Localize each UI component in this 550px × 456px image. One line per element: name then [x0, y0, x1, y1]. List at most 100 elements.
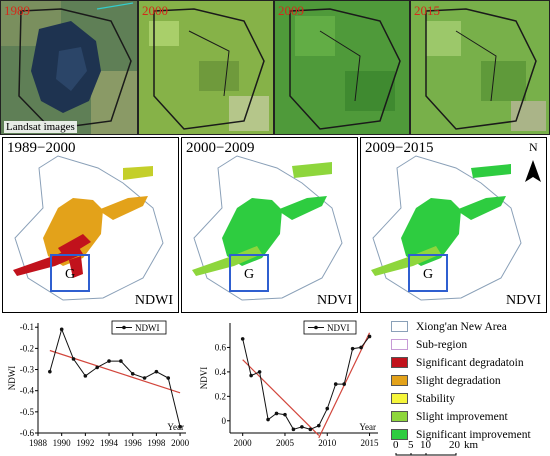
data-point [71, 357, 76, 361]
map-index-label: NDVI [506, 293, 541, 308]
x-tick-label: 2010 [318, 438, 337, 448]
legend-item-stability: Stability [391, 391, 455, 406]
scale-label: 5 [408, 439, 414, 451]
landsat-1989-panel: 1989 Landsat images [0, 0, 138, 135]
data-point [154, 369, 159, 374]
focus-box-label: G [65, 267, 75, 282]
legend-swatch [391, 375, 408, 386]
x-tick-label: 1988 [29, 438, 48, 448]
legend-label: Significant degradatoin [416, 356, 524, 369]
y-tick-label: -0.4 [20, 386, 35, 396]
legend-item-significant-degradation: Significant degradatoin [391, 355, 524, 370]
x-tick-label: 1998 [147, 438, 166, 448]
landsat-2000-image [139, 1, 273, 134]
legend-label: Sub-region [416, 338, 468, 351]
focus-box [408, 254, 448, 292]
legend-label: Xiong'an New Area [416, 320, 507, 333]
y-tick-label: 0.2 [215, 391, 226, 401]
series-line [49, 327, 181, 427]
data-point [249, 373, 253, 378]
data-point [266, 417, 270, 422]
legend-label: Slight degradation [416, 374, 501, 387]
scale-label: 10 [420, 439, 431, 451]
scale-bar: 0 5 10 20 km [392, 439, 550, 456]
map-index-label: NDVI [317, 293, 352, 308]
data-point [48, 369, 52, 374]
landsat-2009-image [275, 1, 409, 134]
y-tick-label: -0.3 [20, 365, 35, 375]
x-tick-label: 1994 [100, 438, 119, 448]
legend-swatch [391, 339, 408, 350]
data-point [308, 427, 313, 432]
map-1989-2000: G 1989−2000 NDWI [2, 137, 179, 313]
data-point [359, 345, 363, 350]
ndvi-chart: 0.6 0.4 0.2 0 2000 2005 2010 2015 NDVI Year NDVI [196, 315, 382, 456]
x-tick-label: 2000 [171, 438, 190, 448]
legend-label: Stability [416, 392, 455, 405]
north-label: N [529, 140, 538, 154]
chart-legend-label: NDWI [135, 323, 160, 333]
landsat-2009-panel: 2009 [274, 0, 410, 135]
data-point [178, 424, 182, 429]
ndvi-chart-svg: 0.6 0.4 0.2 0 2000 2005 2010 2015 NDVI Year NDVI [199, 320, 380, 448]
chart-legend-label: NDVI [327, 323, 350, 333]
x-tick-label: 1990 [53, 438, 72, 448]
legend-swatch [391, 321, 408, 332]
x-axis-label: Year [167, 422, 184, 432]
data-point [300, 425, 304, 429]
data-point [291, 427, 296, 432]
data-point [274, 411, 279, 416]
x-tick-label: 2000 [234, 438, 253, 448]
focus-box-label: G [423, 267, 433, 282]
map-2000-2009: G 2000−2009 NDVI [181, 137, 358, 313]
landsat-caption: Landsat images [4, 121, 77, 133]
change-map-ndwi: G [13, 155, 164, 301]
landsat-year-label: 2000 [142, 3, 168, 18]
data-point [367, 334, 372, 339]
map-period-label: 1989−2000 [7, 140, 76, 156]
data-point [283, 412, 287, 417]
y-tick-label: -0.2 [20, 343, 34, 353]
x-axis-label: Year [359, 422, 376, 432]
data-point [130, 371, 135, 376]
data-point [59, 327, 64, 332]
landsat-2015-image [411, 1, 549, 134]
landsat-2015-panel: 2015 [410, 0, 550, 135]
legend-swatch [391, 411, 408, 422]
y-tick-label: 0.4 [215, 367, 227, 377]
change-map-ndvi-1: G [192, 155, 343, 301]
scale-bar-ticks [395, 453, 457, 456]
data-point [83, 374, 88, 378]
legend-swatch [391, 429, 408, 440]
y-axis-label: NDWI [7, 366, 17, 391]
chart-legend-marker [314, 325, 318, 330]
data-point [119, 359, 123, 363]
data-point [240, 337, 245, 341]
scale-unit: km [464, 439, 479, 451]
legend-item-slight-improvement: Slight improvement [391, 409, 508, 424]
y-axis-label: NDVI [199, 367, 209, 390]
chart-legend-box [303, 320, 357, 335]
trend-line [242, 359, 320, 436]
landsat-year-label: 2015 [414, 3, 440, 18]
x-tick-label: 2015 [361, 438, 380, 448]
data-point [325, 406, 330, 411]
legend-label: Significant improvement [416, 428, 531, 441]
data-point [333, 382, 338, 386]
trend-line [49, 349, 181, 394]
map-2009-2015: G N 2009−2015 NDVI [360, 137, 547, 313]
y-tick-label: -0.1 [20, 322, 34, 332]
landsat-1989-image [1, 1, 137, 134]
data-point [107, 359, 111, 363]
data-point [166, 376, 171, 380]
map-index-label: NDWI [134, 293, 173, 308]
scale-label: 0 [393, 439, 399, 451]
chart-legend-box [111, 320, 167, 335]
scale-label: 20 [449, 439, 460, 451]
focus-box [229, 254, 269, 292]
map-period-label: 2009−2015 [365, 140, 434, 156]
legend-swatch [391, 357, 408, 368]
legend-item-significant-improvement: Significant improvement [391, 427, 531, 442]
chart-legend-marker [122, 325, 126, 330]
